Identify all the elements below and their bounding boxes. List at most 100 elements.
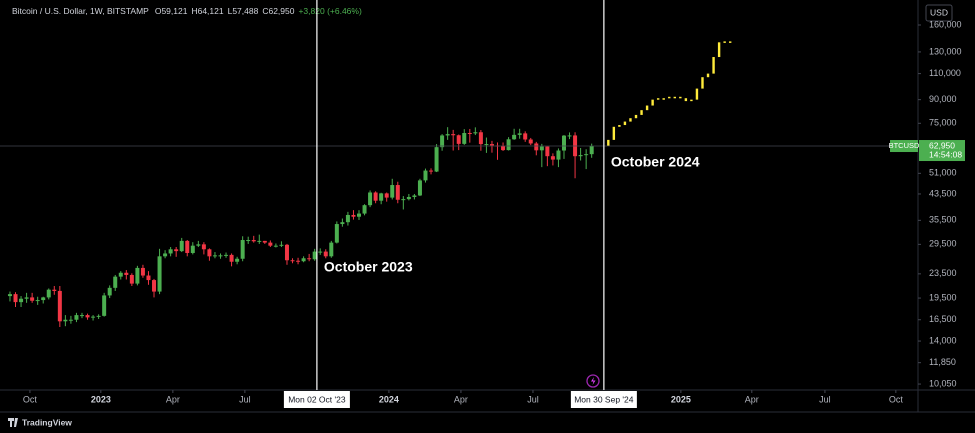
y-tick-label: 160,000 <box>929 19 962 29</box>
candle-body <box>390 185 395 198</box>
candle-body <box>113 276 118 288</box>
candle-body <box>168 249 173 254</box>
candle-body <box>74 315 79 320</box>
candle-body <box>174 249 179 252</box>
projection-bar <box>673 96 676 99</box>
currency-button[interactable] <box>925 4 953 22</box>
candle-body <box>478 132 483 145</box>
annotation: October 2024 <box>611 154 700 170</box>
candle-body <box>417 180 422 196</box>
candle-body <box>589 146 594 155</box>
y-tick-label: 23,500 <box>929 268 957 278</box>
projection-bar <box>656 98 660 100</box>
projection-bar <box>712 57 715 74</box>
projection-bar <box>629 118 632 122</box>
x-tick-label: 2025 <box>671 394 691 404</box>
x-tick-label: Jul <box>239 394 251 404</box>
candle-body <box>440 135 445 148</box>
candle-body <box>140 267 145 276</box>
logo-icon <box>8 418 18 427</box>
candle-body <box>357 213 362 217</box>
y-tick-label: 35,500 <box>929 215 957 225</box>
candle-body <box>534 143 539 151</box>
candle-body <box>190 245 195 253</box>
y-tick-label: 110,000 <box>929 68 961 78</box>
projection-bar <box>640 110 643 115</box>
candle-body <box>63 319 68 322</box>
candle-body <box>268 242 273 246</box>
marker-label-box <box>283 391 350 408</box>
x-tick-label: Apr <box>166 394 180 404</box>
plot <box>0 41 918 328</box>
candle-body <box>218 255 223 257</box>
candle-body <box>429 170 434 172</box>
candle-body <box>384 193 389 198</box>
projection-bar <box>618 125 621 127</box>
candle-body <box>345 214 350 223</box>
candle-body <box>273 245 278 247</box>
brand: TradingView <box>22 417 72 427</box>
candle-body <box>462 132 467 144</box>
projection-bar <box>679 96 682 99</box>
candle-body <box>451 134 456 136</box>
candle-body <box>163 253 168 257</box>
projection-bar <box>645 105 649 111</box>
currency[interactable]: USD <box>930 7 948 17</box>
candle-body <box>41 297 46 301</box>
x-tick-label: 2023 <box>91 394 111 404</box>
candle-body <box>473 132 478 134</box>
annotation: October 2023 <box>324 259 413 275</box>
candle-body <box>79 315 84 317</box>
candle-body <box>284 244 289 261</box>
y-tick-label: 51,000 <box>929 168 957 178</box>
candle-body <box>334 224 339 243</box>
y-tick-label: 14,000 <box>929 335 957 345</box>
candle-body <box>13 294 18 303</box>
candle-body <box>129 274 134 284</box>
x-tick-label: Jul <box>819 394 831 404</box>
candle-body <box>556 150 561 160</box>
candle-body <box>235 258 240 262</box>
y-tick-label: 90,000 <box>929 94 957 104</box>
candle-body <box>96 315 101 317</box>
marker-label: Mon 02 Oct '23 <box>288 394 346 404</box>
projection-bar <box>723 41 726 43</box>
candle-body <box>290 260 295 262</box>
candle-body <box>523 133 528 140</box>
candle-body <box>30 297 35 301</box>
header: Bitcoin / U.S. Dollar, 1W, BITSTAMP O59,1… <box>12 6 362 16</box>
y-tick-label: 130,000 <box>929 46 962 56</box>
candle-body <box>107 287 112 296</box>
y-tick-label: 29,500 <box>929 239 957 249</box>
candle-body <box>296 260 301 262</box>
candle-body <box>512 134 517 140</box>
symbol-label: BTCUSD <box>889 141 920 150</box>
candle-body <box>46 289 51 298</box>
candle-body <box>179 240 184 252</box>
candle-body <box>561 135 566 151</box>
candle-body <box>224 254 229 256</box>
candle-body <box>312 251 317 260</box>
candle-body <box>118 272 123 277</box>
symbol-badge <box>890 140 918 153</box>
candle-body <box>201 244 206 250</box>
candle-body <box>35 300 40 302</box>
candle-body <box>584 154 589 156</box>
projection-bar <box>695 88 699 100</box>
candle-body <box>501 145 506 151</box>
candle-body <box>467 132 472 134</box>
x-tick-label: Apr <box>454 394 468 404</box>
projection-bar <box>634 114 638 119</box>
candle-body <box>19 298 24 303</box>
candle-body <box>24 297 29 299</box>
marker-label: Mon 30 Sep '24 <box>574 394 634 404</box>
candle-body <box>7 294 12 297</box>
x-tick-label: Jul <box>527 394 539 404</box>
logo: TradingView <box>8 417 72 427</box>
projection-bar <box>684 98 688 102</box>
candle-body <box>318 251 323 253</box>
candle-body <box>489 144 494 146</box>
y-tick-label: 43,500 <box>929 188 957 198</box>
candle-body <box>406 196 411 200</box>
